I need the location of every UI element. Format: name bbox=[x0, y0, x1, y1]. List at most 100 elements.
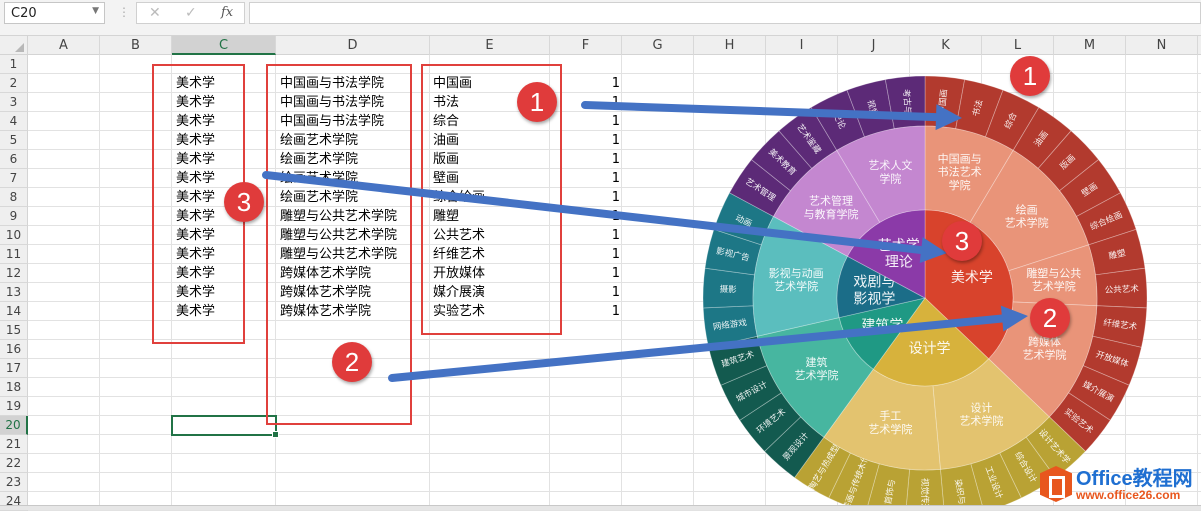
enter-icon[interactable]: ✓ bbox=[185, 5, 197, 21]
gridline bbox=[28, 187, 1201, 188]
cell-C11[interactable]: 美术学 bbox=[176, 247, 216, 262]
cell-C7[interactable]: 美术学 bbox=[176, 171, 216, 186]
cell-C6[interactable]: 美术学 bbox=[176, 152, 216, 167]
row-header-21[interactable]: 21 bbox=[0, 435, 28, 454]
column-header-G[interactable]: G bbox=[622, 36, 694, 55]
cell-E14[interactable]: 实验艺术 bbox=[433, 304, 486, 319]
cell-D11[interactable]: 雕塑与公共艺术学院 bbox=[280, 247, 398, 262]
row-header-7[interactable]: 7 bbox=[0, 169, 28, 188]
cell-C8[interactable]: 美术学 bbox=[176, 190, 216, 205]
row-header-4[interactable]: 4 bbox=[0, 112, 28, 131]
sunburst-major-label: 书法 bbox=[970, 98, 985, 117]
cell-D3[interactable]: 中国画与书法学院 bbox=[280, 95, 385, 110]
cell-F6[interactable]: 1 bbox=[611, 152, 620, 167]
cell-E2[interactable]: 中国画 bbox=[433, 76, 473, 91]
cell-E12[interactable]: 开放媒体 bbox=[433, 266, 486, 281]
cell-C5[interactable]: 美术学 bbox=[176, 133, 216, 148]
cell-F11[interactable]: 1 bbox=[611, 247, 620, 262]
cell-E7[interactable]: 壁画 bbox=[433, 171, 460, 186]
cell-F5[interactable]: 1 bbox=[611, 133, 620, 148]
column-header-F[interactable]: F bbox=[550, 36, 622, 55]
active-cell-c20[interactable] bbox=[171, 415, 279, 438]
cell-E9[interactable]: 雕塑 bbox=[433, 209, 460, 224]
sunburst-major-label: 首饰与 bbox=[882, 478, 897, 505]
row-header-15[interactable]: 15 bbox=[0, 321, 28, 340]
cell-F2[interactable]: 1 bbox=[611, 76, 620, 91]
cell-D10[interactable]: 雕塑与公共艺术学院 bbox=[280, 228, 398, 243]
column-header-I[interactable]: I bbox=[766, 36, 838, 55]
cell-F7[interactable]: 1 bbox=[611, 171, 620, 186]
cell-D2[interactable]: 中国画与书法学院 bbox=[280, 76, 385, 91]
column-header-L[interactable]: L bbox=[982, 36, 1054, 55]
cell-C4[interactable]: 美术学 bbox=[176, 114, 216, 129]
cell-C14[interactable]: 美术学 bbox=[176, 304, 216, 319]
cell-C13[interactable]: 美术学 bbox=[176, 285, 216, 300]
row-header-14[interactable]: 14 bbox=[0, 302, 28, 321]
cell-F10[interactable]: 1 bbox=[611, 228, 620, 243]
row-header-2[interactable]: 2 bbox=[0, 74, 28, 93]
cell-E3[interactable]: 书法 bbox=[433, 95, 460, 110]
column-header-H[interactable]: H bbox=[694, 36, 766, 55]
dropdown-arrow-icon[interactable]: ▼ bbox=[92, 6, 99, 16]
cell-F4[interactable]: 1 bbox=[611, 114, 620, 129]
cell-C10[interactable]: 美术学 bbox=[176, 228, 216, 243]
cancel-icon[interactable]: ✕ bbox=[149, 5, 161, 21]
cell-E5[interactable]: 油画 bbox=[433, 133, 460, 148]
row-header-10[interactable]: 10 bbox=[0, 226, 28, 245]
row-header-17[interactable]: 17 bbox=[0, 359, 28, 378]
cell-D4[interactable]: 中国画与书法学院 bbox=[280, 114, 385, 129]
row-header-23[interactable]: 23 bbox=[0, 473, 28, 492]
cell-C12[interactable]: 美术学 bbox=[176, 266, 216, 281]
cell-D12[interactable]: 跨媒体艺术学院 bbox=[280, 266, 372, 281]
cell-D9[interactable]: 雕塑与公共艺术学院 bbox=[280, 209, 398, 224]
cell-F8[interactable]: 1 bbox=[611, 190, 620, 205]
cell-F14[interactable]: 1 bbox=[611, 304, 620, 319]
row-header-19[interactable]: 19 bbox=[0, 397, 28, 416]
row-header-18[interactable]: 18 bbox=[0, 378, 28, 397]
cell-D13[interactable]: 跨媒体艺术学院 bbox=[280, 285, 372, 300]
cell-D14[interactable]: 跨媒体艺术学院 bbox=[280, 304, 372, 319]
select-all-button[interactable] bbox=[0, 36, 28, 55]
cell-E4[interactable]: 综合 bbox=[433, 114, 460, 129]
row-header-22[interactable]: 22 bbox=[0, 454, 28, 473]
cell-C3[interactable]: 美术学 bbox=[176, 95, 216, 110]
column-header-A[interactable]: A bbox=[28, 36, 100, 55]
row-header-9[interactable]: 9 bbox=[0, 207, 28, 226]
row-header-16[interactable]: 16 bbox=[0, 340, 28, 359]
row-header-12[interactable]: 12 bbox=[0, 264, 28, 283]
cell-E11[interactable]: 纤维艺术 bbox=[433, 247, 486, 262]
column-header-N[interactable]: N bbox=[1126, 36, 1198, 55]
column-header-K[interactable]: K bbox=[910, 36, 982, 55]
row-header-6[interactable]: 6 bbox=[0, 150, 28, 169]
column-header-E[interactable]: E bbox=[430, 36, 550, 55]
cell-E13[interactable]: 媒介展演 bbox=[433, 285, 486, 300]
row-header-13[interactable]: 13 bbox=[0, 283, 28, 302]
watermark-url: www.office26.com bbox=[1076, 488, 1181, 502]
row-header-8[interactable]: 8 bbox=[0, 188, 28, 207]
watermark: Office教程网 www.office26.com bbox=[1040, 462, 1200, 508]
cell-C2[interactable]: 美术学 bbox=[176, 76, 216, 91]
column-header-B[interactable]: B bbox=[100, 36, 172, 55]
cell-E10[interactable]: 公共艺术 bbox=[433, 228, 486, 243]
sunburst-major-label: 视觉传达 bbox=[920, 478, 931, 505]
row-header-20[interactable]: 20 bbox=[0, 416, 28, 435]
row-header-11[interactable]: 11 bbox=[0, 245, 28, 264]
name-box[interactable]: C20 ▼ bbox=[4, 2, 105, 24]
cell-D6[interactable]: 绘画艺术学院 bbox=[280, 152, 359, 167]
row-header-3[interactable]: 3 bbox=[0, 93, 28, 112]
cell-C9[interactable]: 美术学 bbox=[176, 209, 216, 224]
cell-D5[interactable]: 绘画艺术学院 bbox=[280, 133, 359, 148]
cell-E6[interactable]: 版画 bbox=[433, 152, 460, 167]
insert-function-icon[interactable]: fx bbox=[221, 5, 234, 20]
row-header-5[interactable]: 5 bbox=[0, 131, 28, 150]
sunburst-school-label: 艺术管理与教育学院 bbox=[804, 194, 859, 221]
row-header-1[interactable]: 1 bbox=[0, 55, 28, 74]
gridline bbox=[99, 55, 100, 505]
cell-F12[interactable]: 1 bbox=[611, 266, 620, 281]
column-header-C[interactable]: C bbox=[172, 36, 276, 55]
cell-D8[interactable]: 绘画艺术学院 bbox=[280, 190, 359, 205]
cell-F13[interactable]: 1 bbox=[611, 285, 620, 300]
column-header-M[interactable]: M bbox=[1054, 36, 1126, 55]
column-header-J[interactable]: J bbox=[838, 36, 910, 55]
column-header-D[interactable]: D bbox=[276, 36, 430, 55]
